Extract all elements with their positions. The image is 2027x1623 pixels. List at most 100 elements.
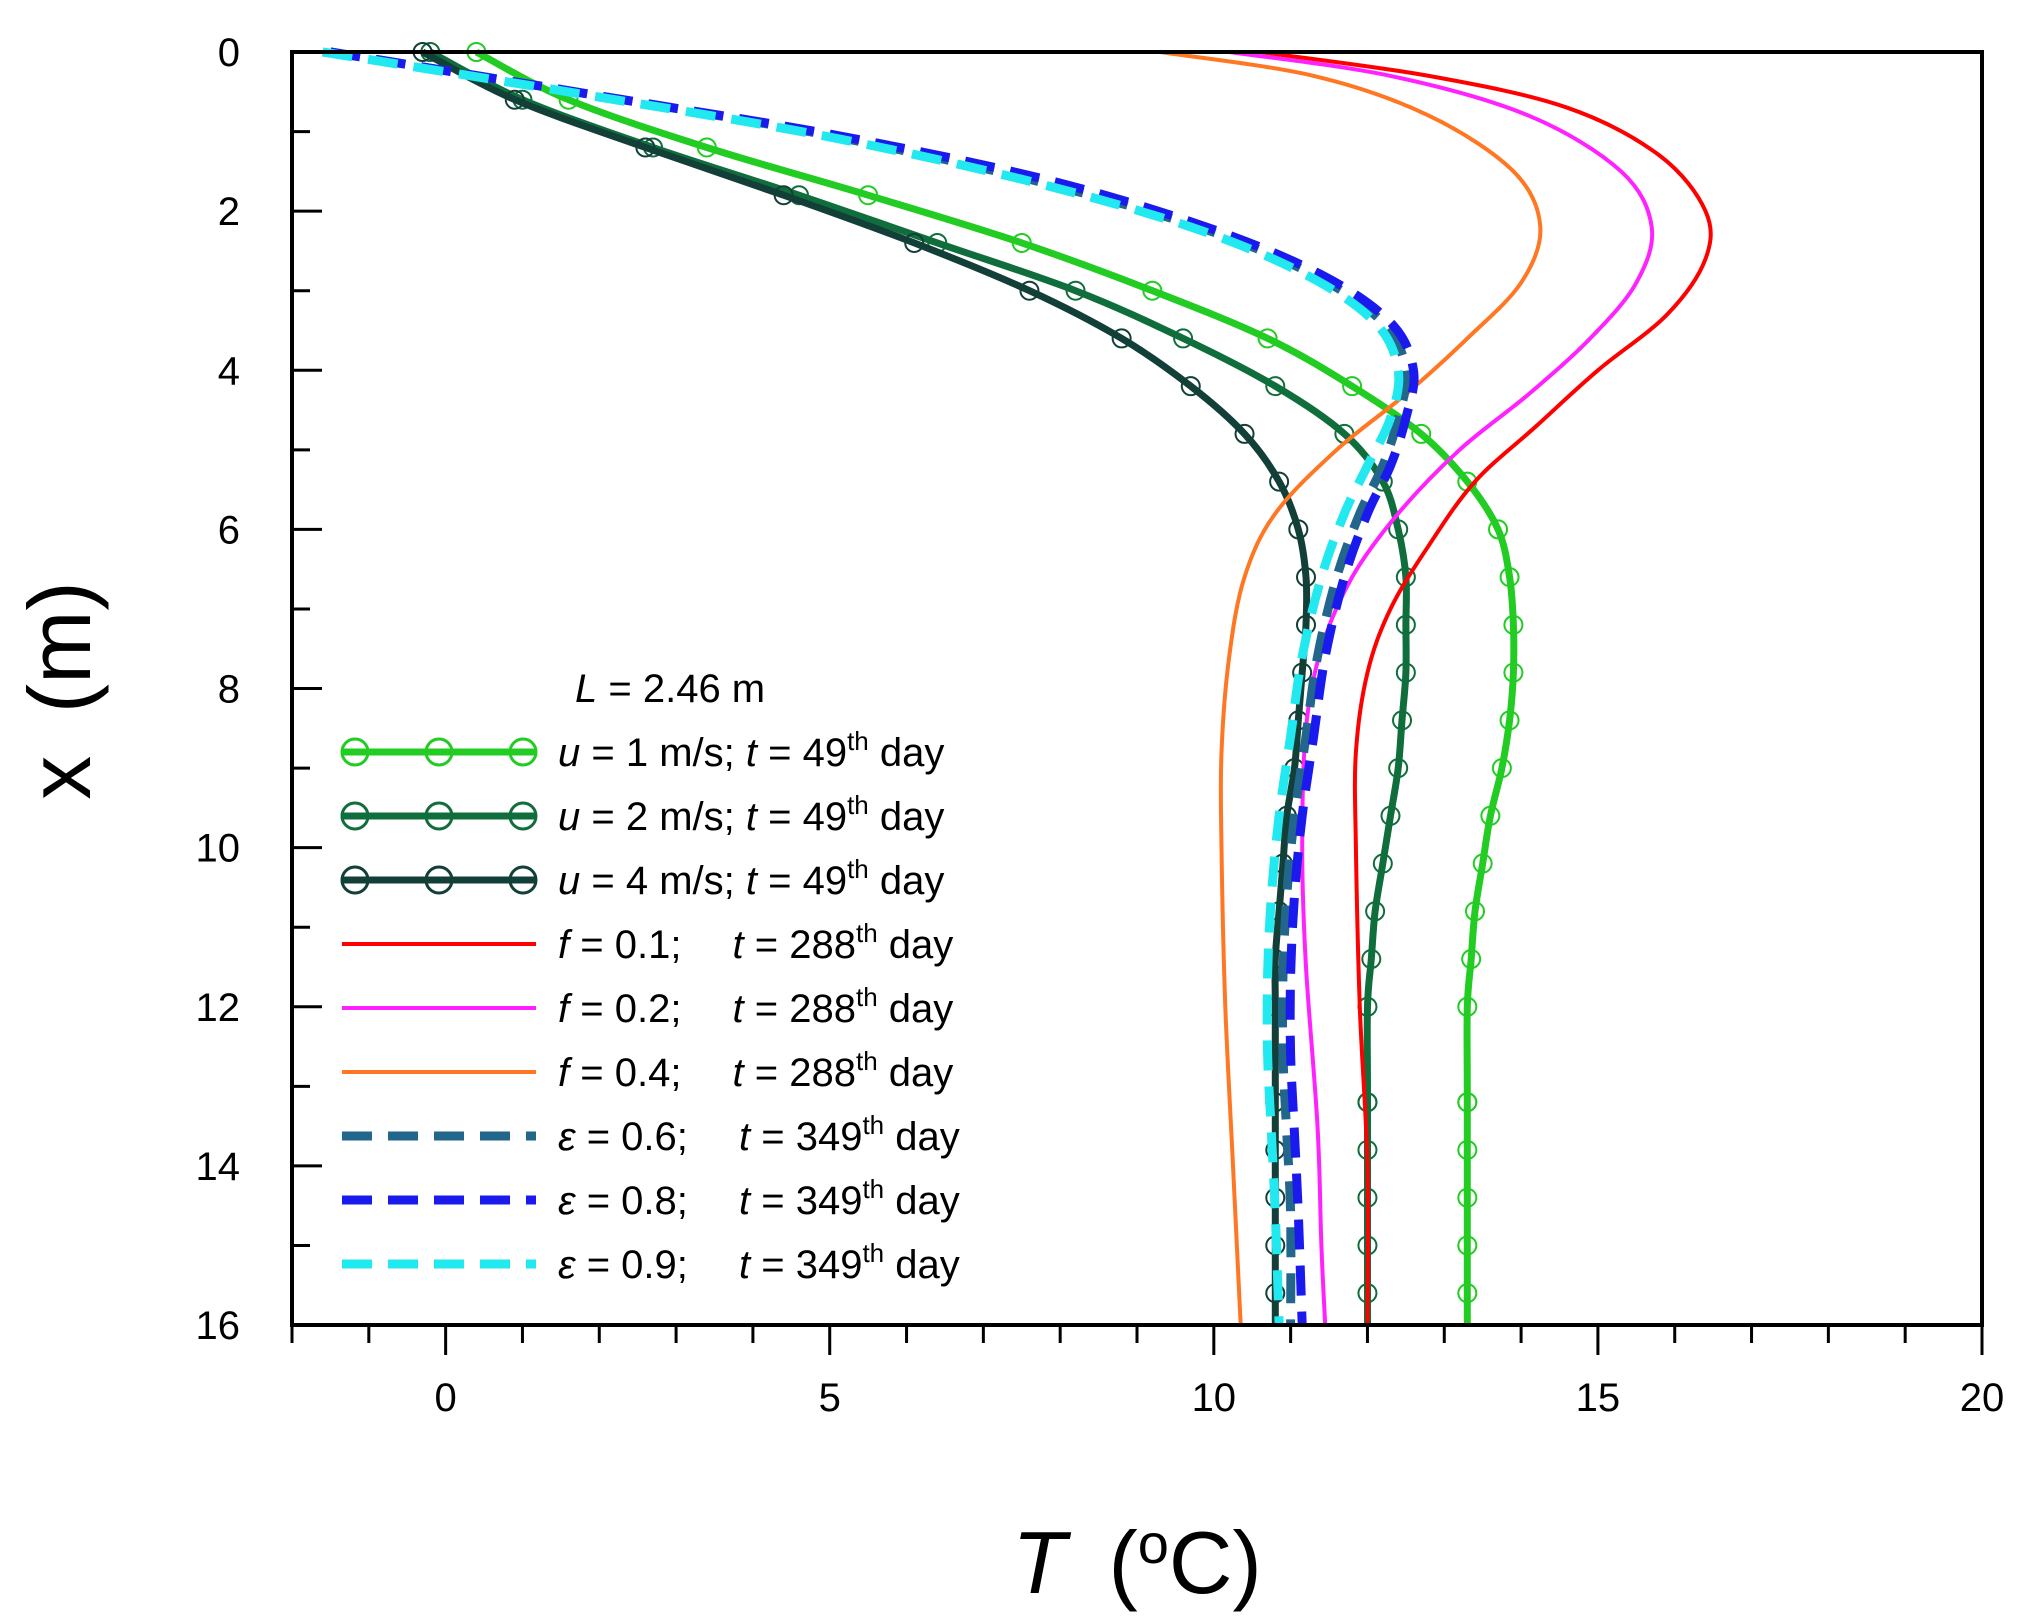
- data-point: [1499, 567, 1520, 588]
- data-point: [1065, 280, 1086, 301]
- data-point: [1111, 328, 1132, 349]
- y-tick-label: 16: [196, 1304, 241, 1348]
- legend: L = 2.46 m u = 1 m/s; t = 49th day u = 2 …: [340, 667, 960, 1287]
- data-point: [904, 232, 925, 253]
- legend-item: f = 0.2; t = 288th day: [342, 982, 953, 1031]
- x-tick-label: 5: [819, 1376, 841, 1420]
- data-point: [1180, 376, 1201, 397]
- data-point: [1365, 901, 1386, 922]
- series-layer: [321, 42, 1713, 1326]
- data-point: [1488, 519, 1509, 540]
- x-tick-label: 20: [1960, 1376, 2005, 1420]
- series-line: [474, 48, 1518, 1325]
- data-point: [1361, 949, 1382, 970]
- data-point: [1296, 567, 1316, 588]
- data-point: [1265, 376, 1286, 397]
- data-point: [1388, 758, 1409, 779]
- legend-item: u = 1 m/s; t = 49th day: [340, 726, 944, 775]
- y-tick-label: 14: [196, 1145, 241, 1189]
- legend-marker: [424, 801, 454, 831]
- data-point: [1257, 328, 1278, 349]
- data-point: [1288, 519, 1309, 540]
- data-point: [1461, 949, 1482, 970]
- data-point: [1503, 614, 1524, 635]
- series-5: [1228, 50, 1655, 1326]
- data-point: [635, 137, 656, 158]
- data-point: [1142, 280, 1163, 301]
- y-tick-label: 6: [218, 508, 240, 552]
- data-point: [1380, 805, 1401, 826]
- x-tick-label: 10: [1192, 1376, 1237, 1420]
- y-tick-label: 10: [196, 827, 241, 871]
- data-point: [1372, 853, 1393, 874]
- data-point: [1503, 662, 1524, 683]
- plot-frame: [290, 50, 1984, 1327]
- data-point: [1019, 280, 1040, 301]
- legend-item: f = 0.1; t = 288th day: [342, 918, 953, 967]
- legend-label: u = 2 m/s; t = 49th day: [558, 790, 944, 839]
- legend-marker: [340, 801, 370, 831]
- data-point: [1395, 662, 1416, 683]
- y-tick-label: 0: [218, 31, 240, 75]
- legend-marker: [508, 801, 538, 831]
- data-point: [1269, 471, 1290, 492]
- legend-marker: [508, 865, 538, 895]
- x-tick-label: 15: [1576, 1376, 1621, 1420]
- x-tick-label: 0: [435, 1376, 457, 1420]
- legend-label: ε = 0.6; t = 349th day: [558, 1110, 960, 1159]
- y-tick-label: 8: [218, 668, 240, 712]
- data-point: [858, 185, 879, 206]
- data-point: [1457, 1092, 1478, 1113]
- y-tick-label: 12: [196, 986, 241, 1030]
- data-point: [1457, 996, 1478, 1017]
- x-axis-unit-superscript: o: [1138, 1512, 1169, 1575]
- legend-marker: [340, 737, 370, 767]
- data-point: [1395, 614, 1416, 635]
- data-point: [1173, 328, 1194, 349]
- data-point: [1472, 853, 1493, 874]
- x-axis-title: T (oC): [1012, 1512, 1262, 1612]
- series-4: [1259, 50, 1713, 1326]
- data-point: [1465, 901, 1485, 922]
- ticks-layer: 0 5 10 15 20 0 2 4 6 8 10 12 14 16: [196, 31, 2005, 1420]
- series-line: [1228, 50, 1655, 1326]
- data-point: [1480, 805, 1501, 826]
- data-point: [1342, 376, 1363, 397]
- data-point: [1392, 710, 1413, 731]
- legend-label: u = 1 m/s; t = 49th day: [558, 726, 944, 775]
- legend-marker: [340, 865, 370, 895]
- legend-label: ε = 0.9; t = 349th day: [558, 1238, 960, 1287]
- legend-label: f = 0.1; t = 288th day: [558, 918, 953, 967]
- y-axis-unit: (m): [10, 581, 109, 713]
- legend-label: u = 4 m/s; t = 49th day: [558, 854, 944, 903]
- data-point: [1234, 423, 1255, 444]
- y-axis-title: x (m): [10, 581, 109, 799]
- series-line: [428, 48, 1410, 1325]
- series-line: [1259, 50, 1713, 1326]
- series-1: [466, 42, 1524, 1325]
- legend-title-symbol: L: [575, 667, 597, 711]
- legend-title-text: = 2.46 m: [597, 667, 765, 711]
- legend-item: ε = 0.8; t = 349th day: [342, 1174, 960, 1223]
- data-point: [1457, 1235, 1478, 1256]
- data-point: [1457, 1283, 1478, 1304]
- y-axis-symbol: x: [10, 756, 109, 800]
- legend-item: ε = 0.9; t = 349th day: [342, 1238, 960, 1287]
- legend-title: L = 2.46 m: [575, 667, 765, 711]
- data-point: [696, 137, 717, 158]
- data-point: [1491, 758, 1512, 779]
- legend-item: ε = 0.6; t = 349th day: [342, 1110, 960, 1159]
- legend-item: u = 2 m/s; t = 49th day: [340, 790, 944, 839]
- data-point: [773, 185, 794, 206]
- legend-marker: [424, 865, 454, 895]
- series-line: [321, 47, 1404, 1326]
- data-point: [504, 89, 525, 110]
- x-axis-symbol: T: [1012, 1513, 1071, 1612]
- data-point: [1011, 232, 1032, 253]
- data-point: [1499, 710, 1520, 731]
- y-tick-label: 2: [218, 190, 240, 234]
- series-2: [420, 42, 1416, 1325]
- data-point: [1357, 1092, 1378, 1113]
- legend-item: f = 0.4; t = 288th day: [342, 1046, 953, 1095]
